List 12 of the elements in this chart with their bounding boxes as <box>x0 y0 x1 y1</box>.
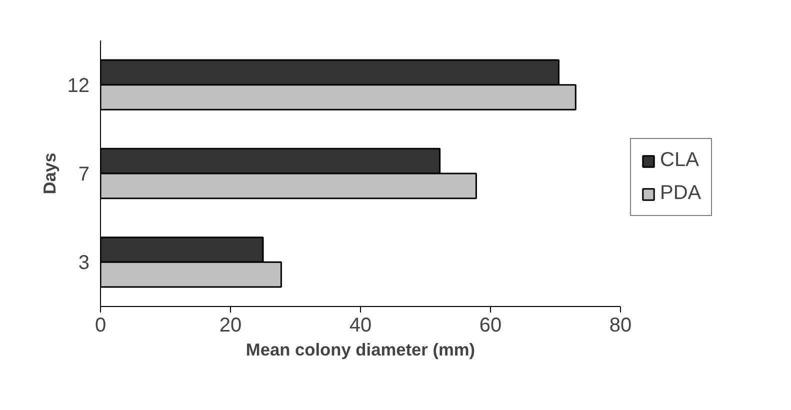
y-tick-label: 7 <box>78 164 90 186</box>
x-tick-label: 40 <box>349 314 372 336</box>
x-axis-title: Mean colony diameter (mm) <box>246 340 476 360</box>
x-tick-label: 80 <box>609 314 632 336</box>
y-tick-label: 12 <box>67 74 90 97</box>
y-tick-label: 3 <box>78 252 90 274</box>
y-axis-title: Days <box>39 152 60 194</box>
legend-label: CLA <box>660 149 699 172</box>
x-tick-label: 20 <box>219 314 242 336</box>
x-tick-label: 0 <box>94 314 106 336</box>
x-tick-label: 60 <box>479 314 502 336</box>
legend-label: PDA <box>660 182 702 205</box>
